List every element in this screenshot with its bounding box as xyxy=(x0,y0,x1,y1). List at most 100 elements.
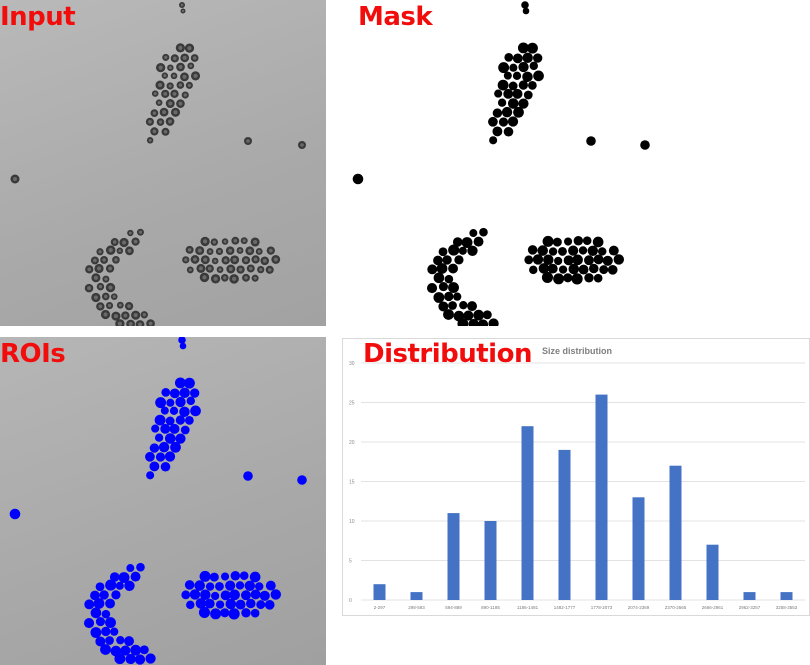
particle-core xyxy=(187,248,192,252)
particle-core xyxy=(98,284,103,289)
mask-blob xyxy=(507,116,519,127)
mask-blob xyxy=(433,255,443,266)
particle-core xyxy=(93,295,98,300)
mask-blob xyxy=(588,263,599,274)
mask-blob xyxy=(488,116,498,127)
mask-blob xyxy=(482,310,492,320)
roi-circle xyxy=(174,377,186,389)
roi-circle xyxy=(145,653,156,664)
particle-core xyxy=(231,276,237,282)
roi-circle xyxy=(169,388,180,399)
mask-blob xyxy=(503,88,514,99)
roi-circle xyxy=(154,414,166,426)
mask-blob xyxy=(529,61,539,71)
particle-core xyxy=(96,266,102,271)
roi-circle xyxy=(244,580,256,592)
mask-blob xyxy=(468,318,479,326)
particle-core xyxy=(142,313,146,317)
mask-blob xyxy=(572,254,583,266)
particle-core xyxy=(172,56,177,61)
particle-core xyxy=(253,257,258,262)
roi-circle xyxy=(184,377,195,389)
mask-blob xyxy=(433,292,445,303)
mask-blob xyxy=(542,235,554,247)
mask-blob xyxy=(592,236,604,248)
particle-core xyxy=(181,9,185,13)
roi-circle xyxy=(83,618,95,629)
mask-blob xyxy=(442,255,452,265)
particle-core xyxy=(253,239,258,245)
particle-core xyxy=(117,321,122,326)
roi-circle xyxy=(179,406,190,418)
roi-circle xyxy=(209,572,219,582)
roi-circle xyxy=(130,571,141,582)
roi-circle xyxy=(175,433,186,444)
particle-core xyxy=(112,295,116,299)
particle-core xyxy=(153,92,157,96)
mask-blob xyxy=(497,79,509,91)
mask-blob xyxy=(479,227,488,237)
roi-circle xyxy=(95,636,106,647)
roi-circle xyxy=(211,591,220,601)
particle-core xyxy=(244,258,248,263)
mask-blob xyxy=(521,1,529,9)
x-tick-label: 2-297 xyxy=(374,605,386,610)
roi-circle xyxy=(95,582,105,592)
roi-circle xyxy=(125,653,136,665)
roi-circle xyxy=(229,589,240,601)
mask-blob xyxy=(498,117,509,127)
particle-core xyxy=(244,276,248,280)
roi-circle xyxy=(105,579,117,591)
mask-blob xyxy=(453,292,462,301)
mask-blob xyxy=(512,53,523,64)
particle-core xyxy=(223,240,227,243)
particle-core xyxy=(193,73,198,78)
mask-blob xyxy=(489,136,498,145)
roi-circle xyxy=(90,607,102,619)
roi-circle xyxy=(225,598,237,610)
roi-circle xyxy=(169,423,180,434)
mask-blob xyxy=(587,245,599,257)
mask-blob xyxy=(473,236,484,247)
particle-core xyxy=(98,250,102,254)
roi-circle xyxy=(186,600,195,610)
mask-blob xyxy=(473,309,485,321)
mask-blob xyxy=(469,229,478,238)
particle-core xyxy=(208,250,212,254)
mask-blob xyxy=(602,255,613,266)
mask-blob xyxy=(454,255,464,265)
roi-circle xyxy=(115,581,124,590)
input-label: Input xyxy=(0,2,76,32)
roi-circle xyxy=(161,388,171,397)
mask-blob xyxy=(448,301,457,310)
roi-circle xyxy=(175,415,186,425)
particle-core xyxy=(148,321,153,326)
roi-circle xyxy=(160,423,171,434)
mask-blob xyxy=(586,136,596,146)
roi-circle xyxy=(93,598,105,609)
particle-core xyxy=(93,275,98,280)
particle-core xyxy=(138,322,142,326)
particle-core xyxy=(253,276,257,280)
rois-label: ROIs xyxy=(0,339,66,369)
roi-circle xyxy=(116,636,125,645)
particle-core xyxy=(238,248,242,252)
roi-circle xyxy=(215,600,225,609)
particle-core xyxy=(104,277,108,281)
mask-blob xyxy=(498,62,510,74)
roi-circle xyxy=(241,608,251,618)
mask-blob xyxy=(547,263,558,274)
mask-blob xyxy=(352,173,364,185)
particle-core xyxy=(268,248,273,253)
histogram-chart: Size distribution 0 5 10 15 20 25 30 2-297 298-5… xyxy=(349,346,805,610)
rois-overlay xyxy=(9,337,307,665)
roi-circle xyxy=(249,571,261,583)
mask-blob xyxy=(543,254,554,266)
roi-circle xyxy=(245,598,256,609)
mask-blob xyxy=(578,264,589,275)
roi-circle xyxy=(109,572,120,582)
particle-core xyxy=(184,258,188,262)
mask-blob xyxy=(593,273,603,283)
roi-circle xyxy=(230,571,241,581)
particle-core xyxy=(157,101,161,105)
